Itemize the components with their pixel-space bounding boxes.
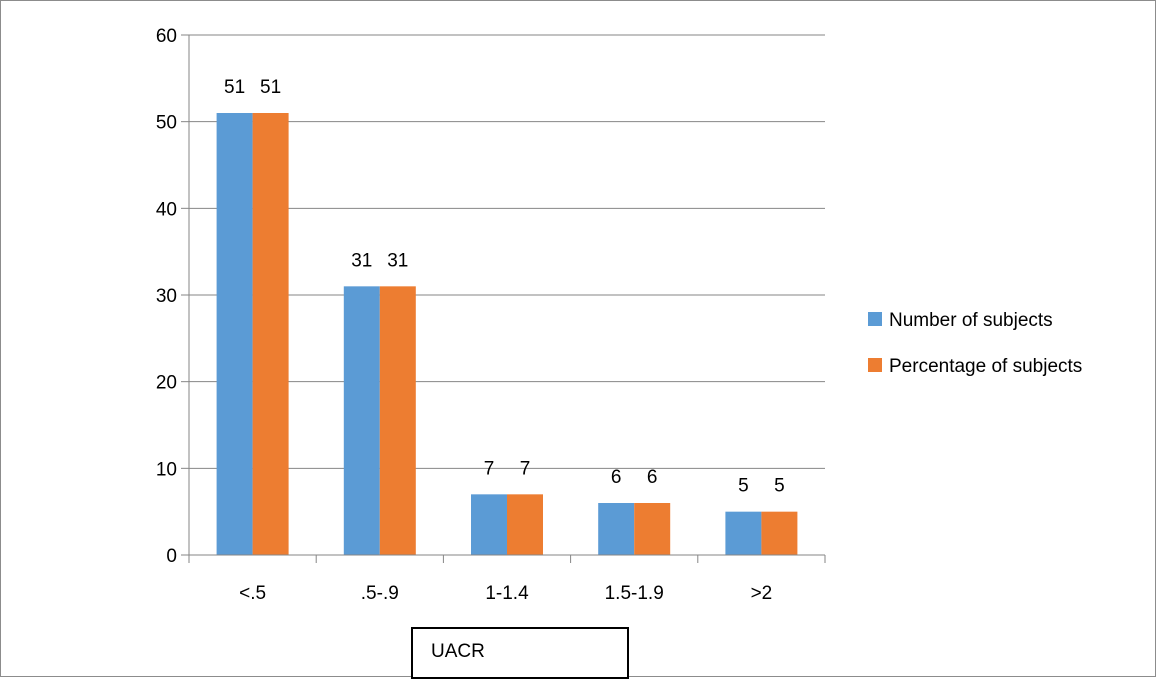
data-labels: 51 51 31 31 7 7 6 6 5 5 [224, 77, 785, 497]
bar [761, 511, 798, 555]
bar [507, 494, 543, 555]
legend-label: Percentage of subjects [889, 356, 1082, 377]
y-tick-label: 0 [166, 546, 177, 567]
x-axis-title: UACR [431, 641, 485, 662]
x-tick-label: .5-.9 [361, 583, 399, 604]
data-label: 31 [387, 250, 408, 271]
legend: Number of subjects Percentage of subjects [868, 310, 1082, 377]
bars [216, 113, 798, 555]
legend-label: Number of subjects [889, 310, 1053, 331]
data-label: 31 [351, 250, 372, 271]
data-label: 7 [484, 458, 495, 479]
data-label: 51 [224, 77, 245, 98]
x-tick-label: 1-1.4 [485, 583, 529, 604]
y-tick-label: 30 [156, 286, 177, 307]
data-label: 5 [774, 476, 785, 497]
x-tick-label: <.5 [239, 583, 266, 604]
bar [634, 503, 671, 555]
x-axis-title-box: UACR [411, 627, 629, 679]
legend-swatch [868, 358, 882, 372]
y-tick-label: 10 [156, 459, 177, 480]
data-label: 6 [611, 467, 622, 488]
bar [471, 494, 507, 555]
bar [379, 286, 416, 555]
data-label: 51 [260, 77, 281, 98]
bar [216, 113, 253, 555]
axes: 0 10 20 30 40 50 60 <.5 .5-.9 1-1.4 1.5-1.9 >2 [156, 26, 826, 604]
y-tick-label: 40 [156, 199, 177, 220]
y-tick-label: 20 [156, 373, 177, 394]
bar [343, 286, 380, 555]
data-label: 6 [647, 467, 658, 488]
y-tick-label: 60 [156, 26, 177, 47]
bar [725, 511, 762, 555]
bar [598, 503, 635, 555]
gridlines [189, 34, 825, 469]
data-label: 7 [520, 458, 531, 479]
bar [252, 113, 289, 555]
legend-swatch [868, 312, 882, 326]
y-tick-label: 50 [156, 113, 177, 134]
x-tick-label: >2 [751, 583, 773, 604]
x-tick-label: 1.5-1.9 [605, 583, 664, 604]
data-label: 5 [738, 476, 749, 497]
